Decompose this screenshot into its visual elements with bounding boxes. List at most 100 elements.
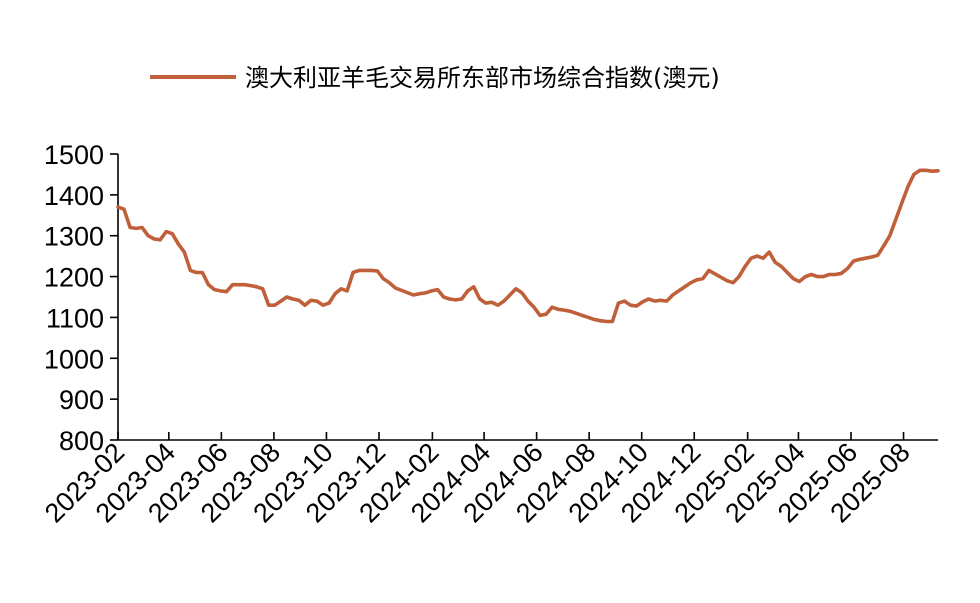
series-point: [514, 287, 517, 290]
series-point: [364, 269, 367, 272]
series-point: [207, 283, 210, 286]
series-point: [828, 273, 831, 276]
series-point: [116, 206, 119, 209]
series-point: [183, 251, 186, 254]
series-point: [472, 285, 475, 288]
series-point: [623, 300, 626, 303]
series-point: [484, 302, 487, 305]
series-point: [659, 299, 662, 302]
series-point: [195, 271, 198, 274]
series-point: [569, 310, 572, 313]
series-point: [731, 281, 734, 284]
series-point: [551, 306, 554, 309]
series-point: [792, 277, 795, 280]
series-line: [116, 168, 940, 324]
series-point: [653, 300, 656, 303]
series-point: [557, 308, 560, 311]
series-point: [436, 288, 439, 291]
series-point: [786, 271, 789, 274]
series-point: [725, 279, 728, 282]
series-point: [334, 292, 337, 295]
series-point: [593, 318, 596, 321]
series-point: [309, 299, 312, 302]
series-point: [376, 269, 379, 272]
series-point: [291, 297, 294, 300]
series-point: [888, 234, 891, 237]
series-point: [165, 230, 168, 233]
series-point: [418, 292, 421, 295]
series-point: [762, 257, 765, 260]
series-point: [135, 227, 138, 230]
series-point: [261, 287, 264, 290]
series-point: [647, 297, 650, 300]
series-point: [611, 320, 614, 323]
series-point: [327, 302, 330, 305]
series-point: [532, 306, 535, 309]
series-point: [490, 301, 493, 304]
series-point: [243, 283, 246, 286]
series-point: [370, 269, 373, 272]
series-point: [267, 304, 270, 307]
series-point: [629, 304, 632, 307]
series-point: [315, 300, 318, 303]
y-tick-label: 1000: [44, 344, 104, 374]
series-point: [894, 218, 897, 221]
series-point: [412, 293, 415, 296]
series-point: [852, 259, 855, 262]
series-point: [870, 255, 873, 258]
series-point: [816, 275, 819, 278]
series-point: [141, 226, 144, 229]
series-point: [780, 265, 783, 268]
series-point: [936, 169, 939, 172]
series-point: [159, 238, 162, 241]
series-point: [122, 208, 125, 211]
series-point: [768, 251, 771, 254]
series-point: [671, 293, 674, 296]
plot-area: [116, 168, 940, 324]
series-point: [460, 297, 463, 300]
series-point: [147, 234, 150, 237]
series-point: [285, 295, 288, 298]
series-point: [587, 316, 590, 319]
series-point: [840, 272, 843, 275]
series-point: [599, 319, 602, 322]
series-point: [454, 298, 457, 301]
y-tick-label: 1300: [44, 222, 104, 252]
series-point: [930, 170, 933, 173]
series-point: [575, 312, 578, 315]
series-point: [539, 314, 542, 317]
series-point: [502, 300, 505, 303]
series-point: [303, 304, 306, 307]
series-point: [581, 314, 584, 317]
series-point: [756, 255, 759, 258]
series-point: [864, 257, 867, 260]
series-point: [273, 304, 276, 307]
series-point: [900, 201, 903, 204]
legend: 澳大利亚羊毛交易所东部市场综合指数(澳元): [150, 64, 720, 92]
series-point: [744, 265, 747, 268]
series-point: [424, 291, 427, 294]
y-tick-label: 1100: [46, 303, 104, 333]
series-point: [346, 289, 349, 292]
series-point: [737, 275, 740, 278]
series-point: [448, 297, 451, 300]
y-axis: 800 900 1000 1100 1200 1300 1400 1500: [44, 140, 119, 456]
series-point: [804, 275, 807, 278]
series-point: [798, 280, 801, 283]
series-point: [912, 173, 915, 176]
series-point: [231, 283, 234, 286]
series-point: [635, 304, 638, 307]
series-point: [352, 271, 355, 274]
series-point: [321, 304, 324, 307]
x-axis: 2023-022023-042023-062023-082023-102023-…: [39, 432, 938, 528]
series-point: [478, 297, 481, 300]
series-point: [683, 285, 686, 288]
series-point: [701, 277, 704, 280]
series-point: [279, 300, 282, 303]
series-point: [177, 242, 180, 245]
series-point: [213, 288, 216, 291]
series-point: [255, 285, 258, 288]
series-point: [382, 277, 385, 280]
y-tick-label: 1400: [44, 181, 104, 211]
